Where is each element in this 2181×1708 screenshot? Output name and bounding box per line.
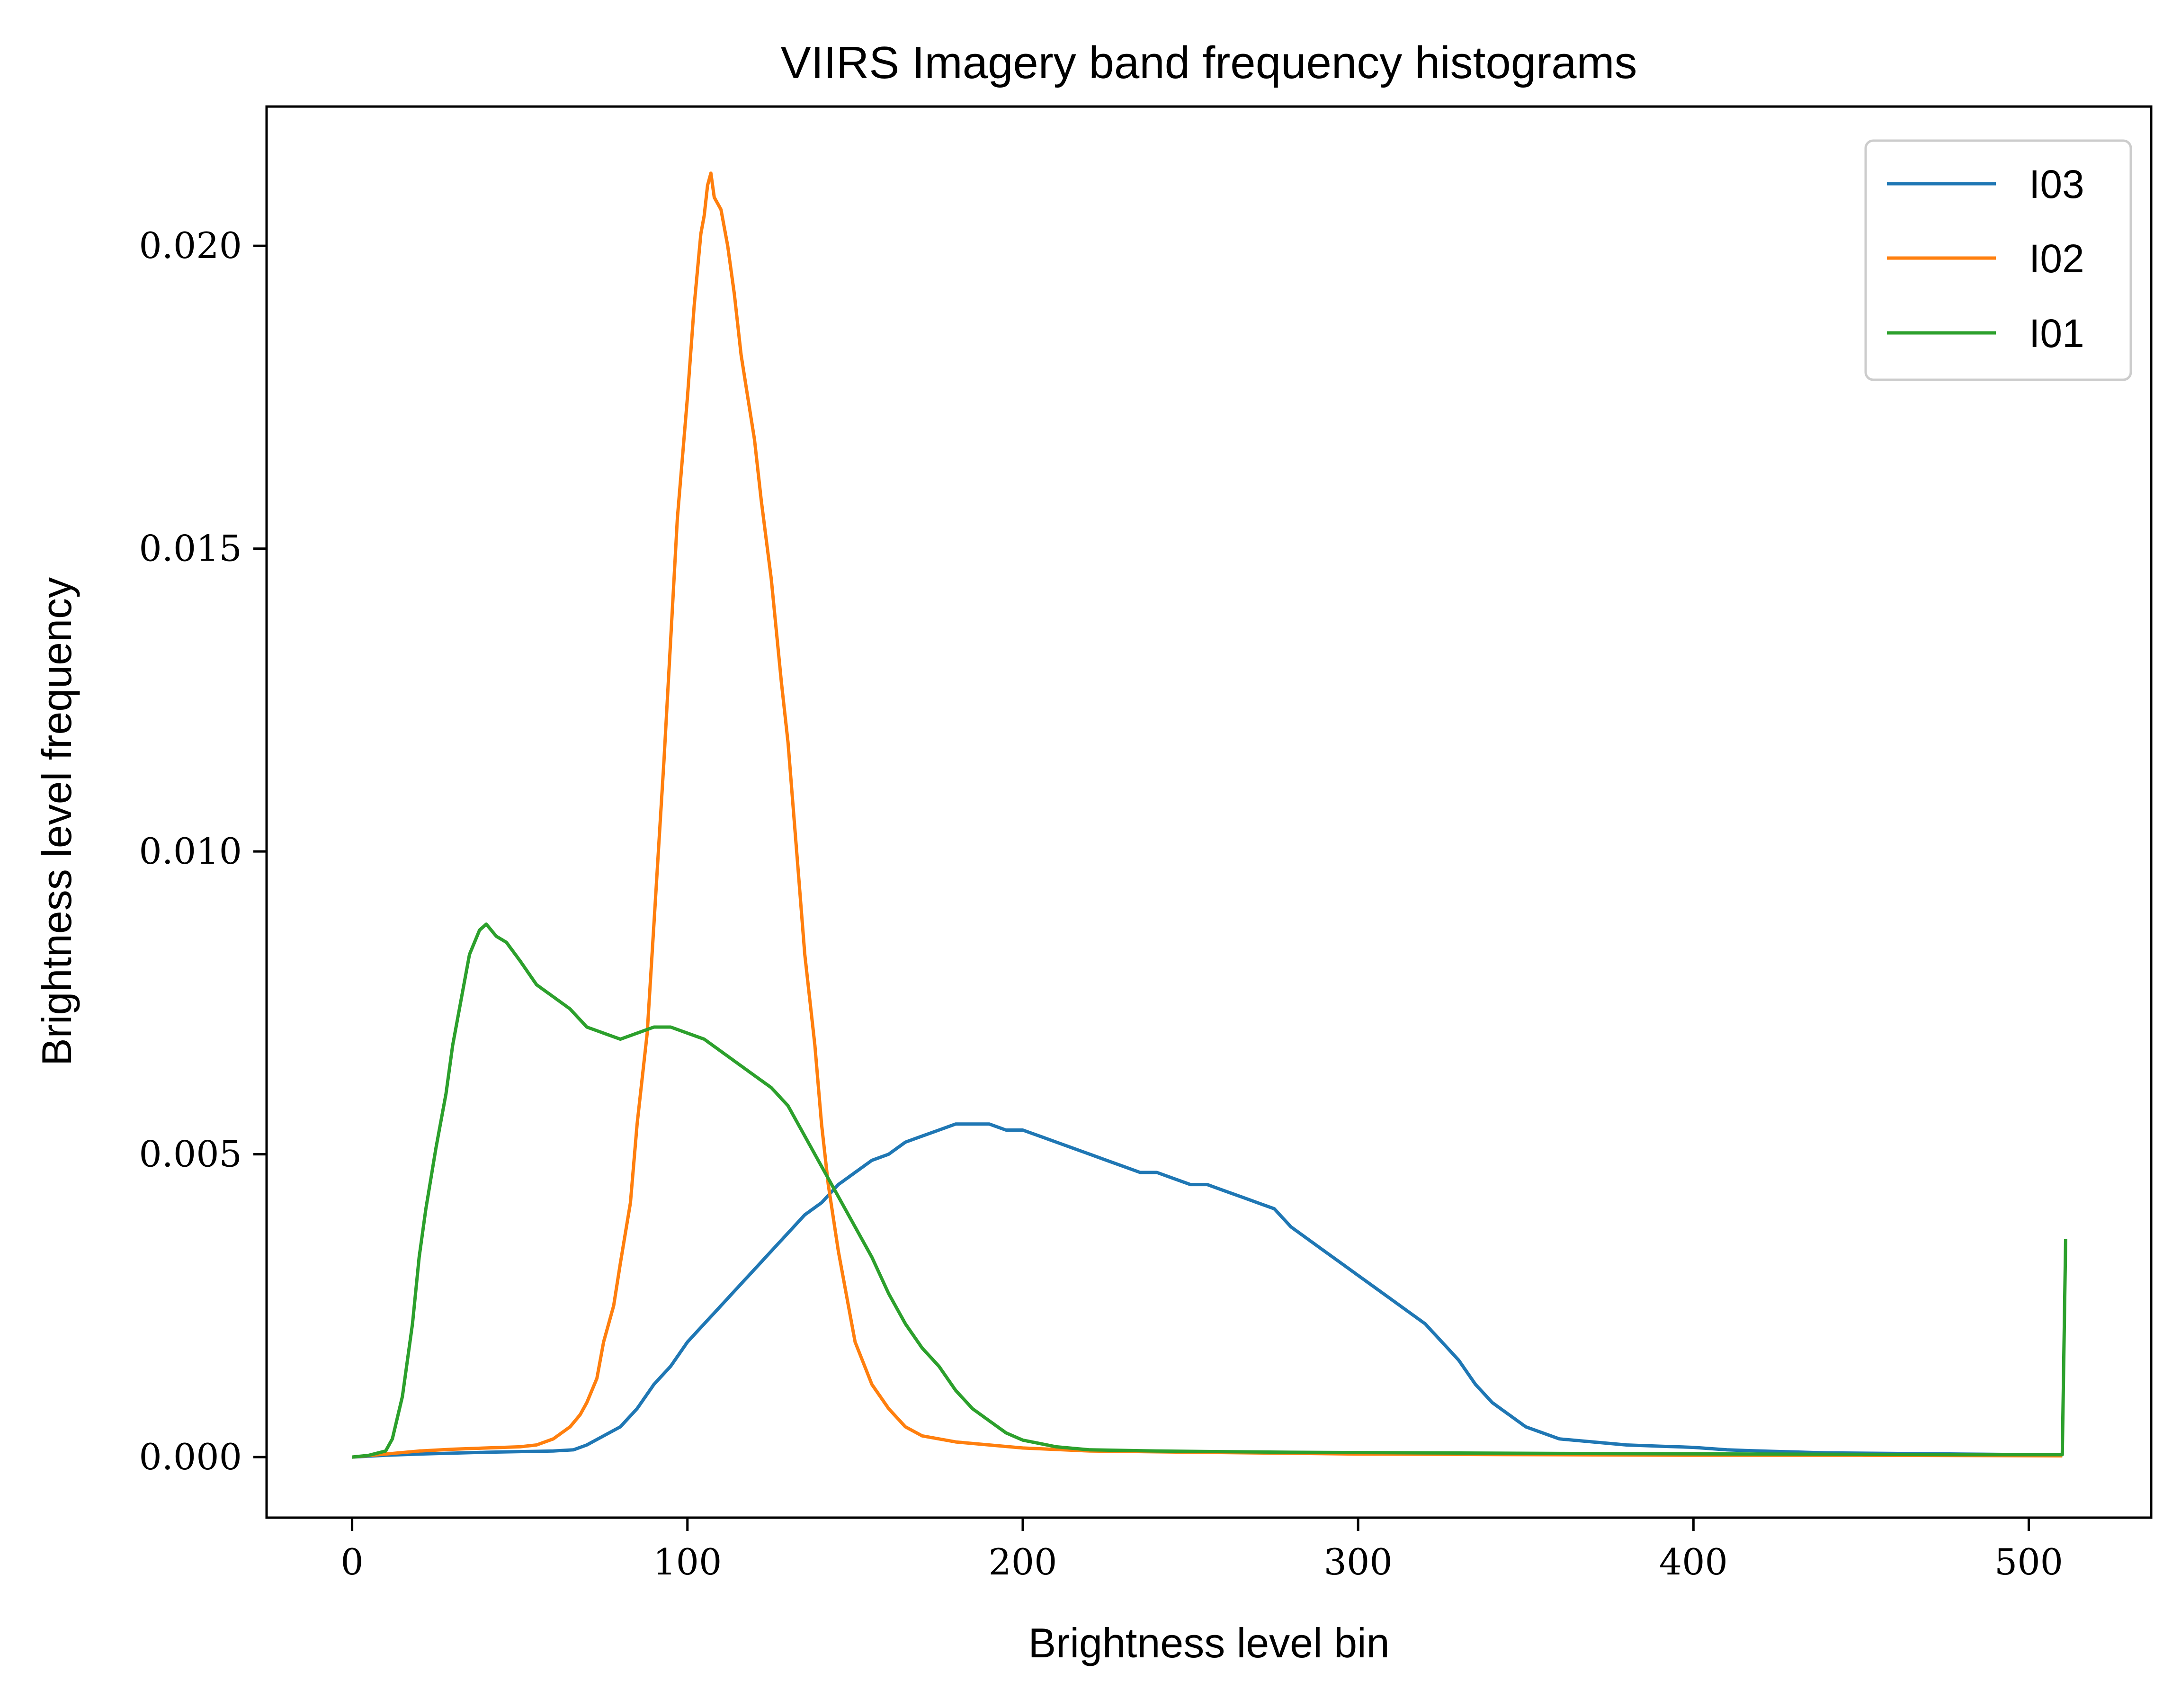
x-tick-label: 200 [988, 1541, 1057, 1583]
x-axis-label: Brightness level bin [1028, 1619, 1389, 1666]
x-tick-label: 400 [1659, 1541, 1728, 1583]
chart-title: VIIRS Imagery band frequency histograms [781, 37, 1637, 88]
series-lines [352, 171, 2067, 1459]
y-tick-label: 0.015 [139, 528, 242, 570]
legend-box [1864, 139, 2132, 381]
x-tick-label: 500 [1994, 1541, 2063, 1583]
y-tick-label: 0.010 [139, 830, 242, 872]
x-tick-label: 300 [1324, 1541, 1393, 1583]
y-axis-ticks: 0.000 0.005 0.010 0.015 0.020 [139, 224, 267, 1478]
series-line-i02 [352, 171, 2063, 1459]
x-tick-label: 0 [340, 1541, 363, 1583]
legend-label-i03: I03 [2029, 162, 2084, 206]
y-tick-label: 0.005 [139, 1133, 242, 1175]
legend-label-i01: I01 [2029, 311, 2084, 356]
y-tick-label: 0.000 [139, 1436, 242, 1478]
series-line-i03 [352, 1122, 2063, 1459]
legend: I03 I02 I01 [1864, 139, 2132, 381]
legend-label-i02: I02 [2029, 236, 2084, 281]
plot-frame [265, 105, 2153, 1519]
x-tick-label: 100 [653, 1541, 722, 1583]
y-tick-label: 0.020 [139, 224, 242, 267]
series-line-i01 [352, 922, 2067, 1459]
y-axis-label: Brightness level frequency [33, 577, 80, 1066]
x-axis-ticks: 0 100 200 300 400 500 [340, 1518, 2063, 1583]
